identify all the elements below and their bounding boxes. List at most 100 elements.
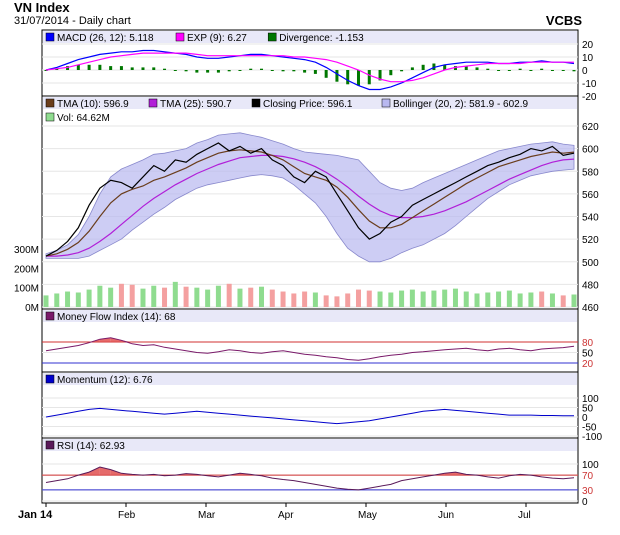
month-label: Mar xyxy=(198,510,216,521)
y-tick-label: 500 xyxy=(582,258,599,269)
y-tick-label: 30 xyxy=(582,486,594,497)
volume-bar xyxy=(431,290,437,307)
divergence-bar xyxy=(216,70,220,73)
y-tick-label: -50 xyxy=(582,423,597,434)
divergence-bar xyxy=(109,66,113,70)
month-label: May xyxy=(358,510,377,521)
volume-bar xyxy=(366,290,372,307)
y-tick-label: -100 xyxy=(582,432,602,443)
divergence-bar xyxy=(400,70,404,72)
volume-bar xyxy=(539,291,545,307)
divergence-bar xyxy=(356,70,360,86)
divergence-bar xyxy=(184,70,188,72)
volume-bar xyxy=(560,295,566,307)
divergence-bar xyxy=(378,70,382,81)
volume-tick-label: 300M xyxy=(14,245,39,256)
y-tick-label: 520 xyxy=(582,235,599,246)
volume-bar xyxy=(172,281,178,307)
volume-bar xyxy=(129,284,135,307)
legend-swatch xyxy=(381,98,391,108)
rsi-line xyxy=(45,466,575,491)
volume-bar xyxy=(54,293,60,307)
divergence-bar xyxy=(410,67,414,70)
month-label: Jan 14 xyxy=(18,509,53,521)
volume-bar xyxy=(302,291,308,307)
month-label: Apr xyxy=(278,510,294,521)
legend-swatch xyxy=(175,32,185,42)
volume-bar xyxy=(205,289,211,307)
volume-bar xyxy=(506,290,512,307)
divergence-bar xyxy=(518,68,522,70)
exp-line xyxy=(45,52,574,83)
volume-bar xyxy=(215,285,221,307)
chart-title: VN Index xyxy=(14,0,70,15)
y-tick-label: 100 xyxy=(582,394,599,405)
divergence-bar xyxy=(389,70,393,76)
y-tick-label: 10 xyxy=(582,53,594,64)
volume-bar xyxy=(452,288,458,307)
volume-bar xyxy=(420,291,426,307)
divergence-bar xyxy=(550,70,554,71)
volume-bar xyxy=(151,285,157,307)
divergence-bar xyxy=(346,70,350,85)
divergence-bar xyxy=(486,68,490,70)
volume-bar xyxy=(334,296,340,307)
y-tick-label: 0 xyxy=(582,497,588,508)
legend-bar xyxy=(43,97,577,109)
divergence-bar xyxy=(141,67,145,70)
volume-bar xyxy=(237,288,243,307)
divergence-bar xyxy=(421,64,425,70)
legend-entry: Money Flow Index (14): 68 xyxy=(57,312,176,323)
divergence-bar xyxy=(443,64,447,70)
divergence-bar xyxy=(173,70,177,71)
legend-swatch xyxy=(251,98,261,108)
divergence-bar xyxy=(529,70,533,71)
volume-tick-label: 0M xyxy=(25,303,39,314)
volume-bar xyxy=(226,283,232,307)
legend-swatch xyxy=(45,440,55,450)
legend-entry: MACD (26, 12): 5.118 xyxy=(57,33,154,44)
legend-swatch xyxy=(45,32,55,42)
y-tick-label: 50 xyxy=(582,349,594,360)
volume-bar xyxy=(355,289,361,307)
y-tick-label: 600 xyxy=(582,145,599,156)
legend-swatch xyxy=(45,311,55,321)
legend-entry: Momentum (12): 6.76 xyxy=(57,375,153,386)
y-tick-label: 80 xyxy=(582,338,594,349)
volume-bar xyxy=(248,287,254,307)
divergence-bar xyxy=(313,70,317,74)
volume-bar xyxy=(345,293,351,307)
volume-bar xyxy=(97,285,103,307)
volume-bar xyxy=(259,286,265,307)
divergence-bar xyxy=(432,63,436,70)
divergence-bar xyxy=(98,64,102,70)
overbought-fill xyxy=(99,337,111,342)
divergence-bar xyxy=(260,68,264,70)
y-tick-label: 0 xyxy=(582,413,588,424)
volume-bar xyxy=(463,291,469,307)
legend-entry: Vol: 64.62M xyxy=(57,113,110,124)
chart-subtitle: 31/07/2014 - Daily chart xyxy=(14,15,131,27)
legend-swatch xyxy=(45,374,55,384)
divergence-bar xyxy=(572,70,576,72)
volume-bar xyxy=(86,289,92,307)
legend-bar xyxy=(43,439,577,451)
volume-bar xyxy=(528,292,534,307)
legend-swatch xyxy=(45,112,55,122)
legend-swatch xyxy=(45,98,55,108)
legend-entry: Closing Price: 596.1 xyxy=(263,99,353,110)
y-tick-label: -10 xyxy=(582,79,597,90)
volume-bar xyxy=(399,290,405,307)
y-tick-label: 560 xyxy=(582,190,599,201)
volume-bar xyxy=(388,292,394,307)
divergence-bar xyxy=(303,70,307,73)
divergence-bar xyxy=(66,66,70,70)
volume-bar xyxy=(194,287,200,307)
month-label: Feb xyxy=(118,510,136,521)
divergence-bar xyxy=(464,66,468,70)
volume-bar xyxy=(485,292,491,307)
y-tick-label: 20 xyxy=(582,359,594,370)
macd-line xyxy=(45,49,575,91)
tma25-line xyxy=(46,154,575,257)
month-label: Jun xyxy=(438,510,454,521)
